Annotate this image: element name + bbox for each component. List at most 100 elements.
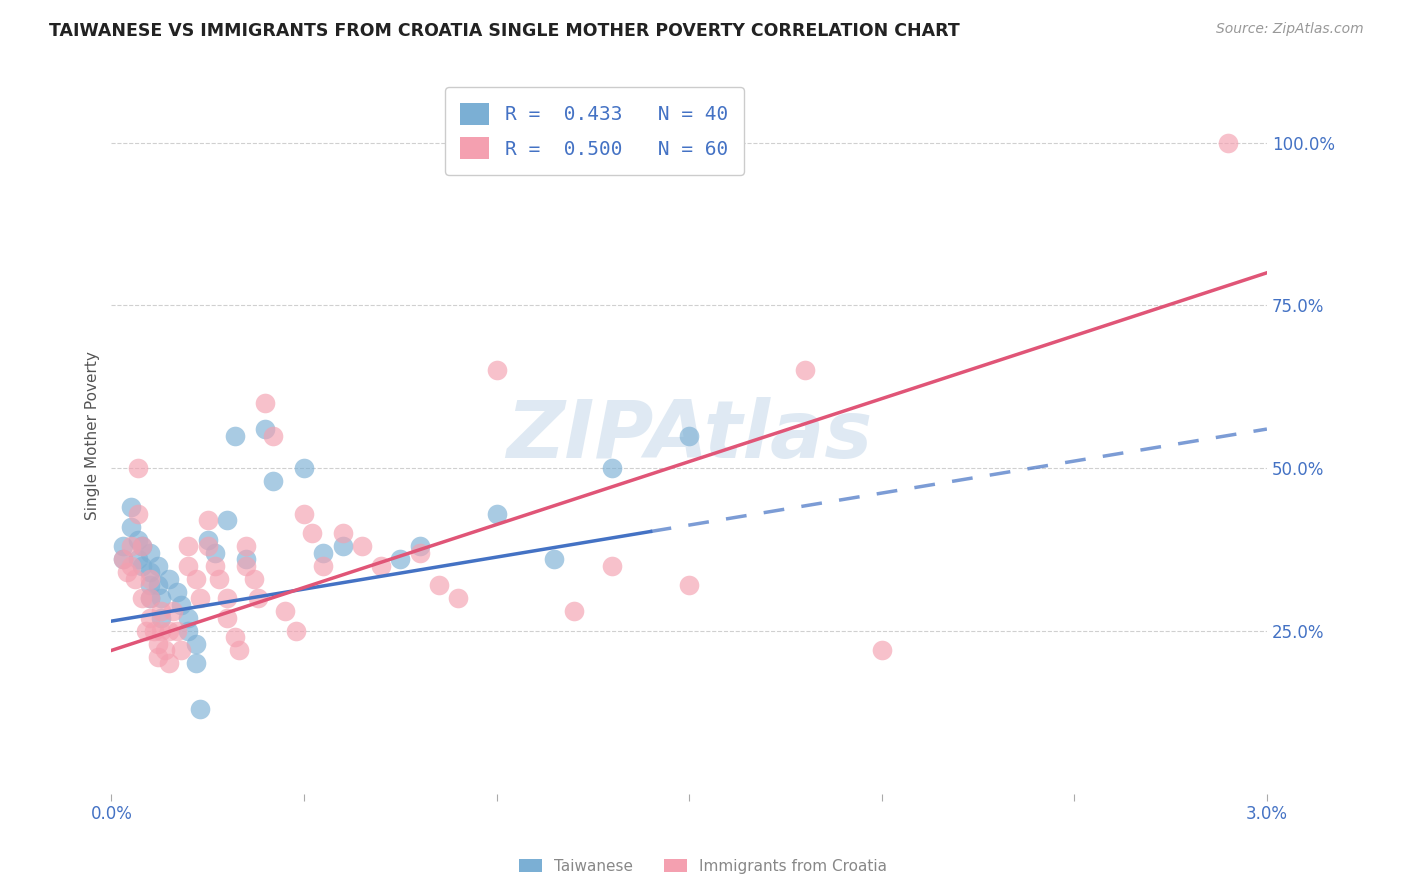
Point	[197, 513, 219, 527]
Point	[150, 604, 173, 618]
Legend: R =  0.433   N = 40, R =  0.500   N = 60: R = 0.433 N = 40, R = 0.500 N = 60	[444, 87, 744, 175]
Point	[150, 591, 173, 606]
Point	[146, 637, 169, 651]
Point	[408, 539, 430, 553]
Point	[408, 546, 430, 560]
Point	[224, 631, 246, 645]
Point	[301, 526, 323, 541]
Point	[427, 578, 450, 592]
Point	[177, 558, 200, 573]
Point	[235, 558, 257, 573]
Point	[204, 546, 226, 560]
Point	[139, 566, 162, 580]
Text: TAIWANESE VS IMMIGRANTS FROM CROATIA SINGLE MOTHER POVERTY CORRELATION CHART: TAIWANESE VS IMMIGRANTS FROM CROATIA SIN…	[49, 22, 960, 40]
Point	[678, 428, 700, 442]
Point	[146, 558, 169, 573]
Point	[186, 637, 208, 651]
Point	[155, 643, 177, 657]
Point	[262, 428, 284, 442]
Point	[127, 461, 149, 475]
Point	[350, 539, 373, 553]
Point	[370, 558, 392, 573]
Point	[485, 363, 508, 377]
Point	[793, 363, 815, 377]
Point	[150, 611, 173, 625]
Point	[188, 591, 211, 606]
Point	[127, 552, 149, 566]
Point	[120, 539, 142, 553]
Point	[208, 572, 231, 586]
Point	[135, 624, 157, 638]
Point	[142, 624, 165, 638]
Point	[204, 558, 226, 573]
Point	[332, 526, 354, 541]
Legend: Taiwanese, Immigrants from Croatia: Taiwanese, Immigrants from Croatia	[513, 853, 893, 880]
Point	[170, 598, 193, 612]
Point	[332, 539, 354, 553]
Point	[162, 604, 184, 618]
Point	[292, 461, 315, 475]
Point	[600, 558, 623, 573]
Point	[124, 572, 146, 586]
Point	[127, 533, 149, 547]
Point	[186, 657, 208, 671]
Point	[139, 611, 162, 625]
Point	[157, 657, 180, 671]
Point	[197, 533, 219, 547]
Point	[139, 546, 162, 560]
Point	[254, 422, 277, 436]
Point	[111, 552, 134, 566]
Point	[243, 572, 266, 586]
Point	[235, 539, 257, 553]
Point	[120, 500, 142, 515]
Text: Source: ZipAtlas.com: Source: ZipAtlas.com	[1216, 22, 1364, 37]
Point	[312, 546, 335, 560]
Point	[678, 578, 700, 592]
Point	[254, 396, 277, 410]
Point	[600, 461, 623, 475]
Point	[262, 474, 284, 488]
Point	[127, 507, 149, 521]
Point	[485, 507, 508, 521]
Point	[215, 513, 238, 527]
Point	[228, 643, 250, 657]
Y-axis label: Single Mother Poverty: Single Mother Poverty	[86, 351, 100, 520]
Point	[177, 539, 200, 553]
Point	[285, 624, 308, 638]
Point	[274, 604, 297, 618]
Point	[146, 649, 169, 664]
Point	[139, 591, 162, 606]
Point	[215, 591, 238, 606]
Point	[139, 578, 162, 592]
Point	[312, 558, 335, 573]
Point	[292, 507, 315, 521]
Point	[188, 702, 211, 716]
Point	[166, 624, 188, 638]
Point	[139, 572, 162, 586]
Point	[1218, 136, 1240, 150]
Point	[111, 539, 134, 553]
Point	[131, 539, 153, 553]
Point	[215, 611, 238, 625]
Point	[131, 591, 153, 606]
Point	[157, 624, 180, 638]
Point	[186, 572, 208, 586]
Point	[562, 604, 585, 618]
Point	[177, 624, 200, 638]
Point	[389, 552, 412, 566]
Point	[246, 591, 269, 606]
Point	[447, 591, 470, 606]
Point	[543, 552, 565, 566]
Point	[197, 539, 219, 553]
Point	[146, 578, 169, 592]
Point	[131, 558, 153, 573]
Point	[120, 519, 142, 533]
Point	[115, 566, 138, 580]
Point	[870, 643, 893, 657]
Point	[157, 572, 180, 586]
Text: ZIPAtlas: ZIPAtlas	[506, 397, 872, 475]
Point	[120, 558, 142, 573]
Point	[150, 624, 173, 638]
Point	[235, 552, 257, 566]
Point	[166, 584, 188, 599]
